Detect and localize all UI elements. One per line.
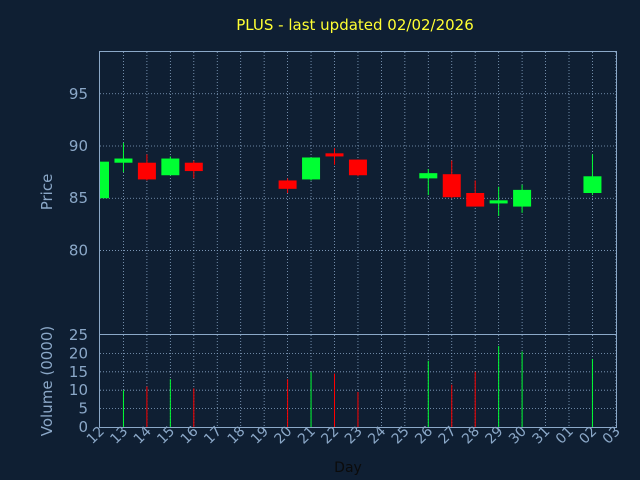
candle-body	[161, 158, 180, 176]
volume-y-tick-label: 20	[69, 344, 88, 362]
candle-body	[278, 180, 297, 189]
candle-body	[114, 158, 133, 163]
candle-body	[325, 153, 344, 157]
candle-body	[100, 161, 109, 199]
chart-title: PLUS - last updated 02/02/2026	[236, 16, 474, 34]
price-candles	[99, 142, 602, 216]
candle-body	[466, 193, 485, 207]
volume-y-tick-label: 25	[69, 326, 88, 344]
volume-y-tick-label: 0	[78, 418, 88, 436]
price-y-tick-label: 85	[69, 189, 88, 207]
candle-body	[184, 162, 203, 172]
price-y-tick-label: 80	[69, 241, 88, 259]
candle-body	[419, 173, 438, 179]
x-axis-label: Day	[334, 460, 362, 476]
volume-y-tick-label: 10	[69, 381, 88, 399]
price-y-ticks: 80 85 90 95	[69, 85, 88, 260]
price-y-tick-label: 90	[69, 137, 88, 155]
candle-body	[137, 162, 156, 180]
candle-body	[302, 157, 321, 180]
volume-y-tick-label: 5	[78, 400, 88, 418]
volume-y-tick-label: 15	[69, 363, 88, 381]
candle-body	[513, 189, 532, 207]
candle-body	[348, 159, 367, 176]
price-panel: 80 85 90 95 Price	[38, 51, 617, 335]
candle-body	[583, 176, 602, 193]
candle-body	[489, 200, 508, 204]
candle-body	[442, 174, 461, 198]
price-axis-label: Price	[38, 174, 56, 211]
x-tick-labels: 12 13 14 15 16 17 18 19 20 21 22 23 24 25 26 27 28 29 30 31…	[84, 423, 624, 447]
volume-axis-label: Volume (0000)	[38, 326, 56, 436]
volume-plot-frame	[99, 334, 617, 428]
volume-bars	[122, 346, 593, 427]
price-y-tick-label: 95	[69, 85, 88, 103]
